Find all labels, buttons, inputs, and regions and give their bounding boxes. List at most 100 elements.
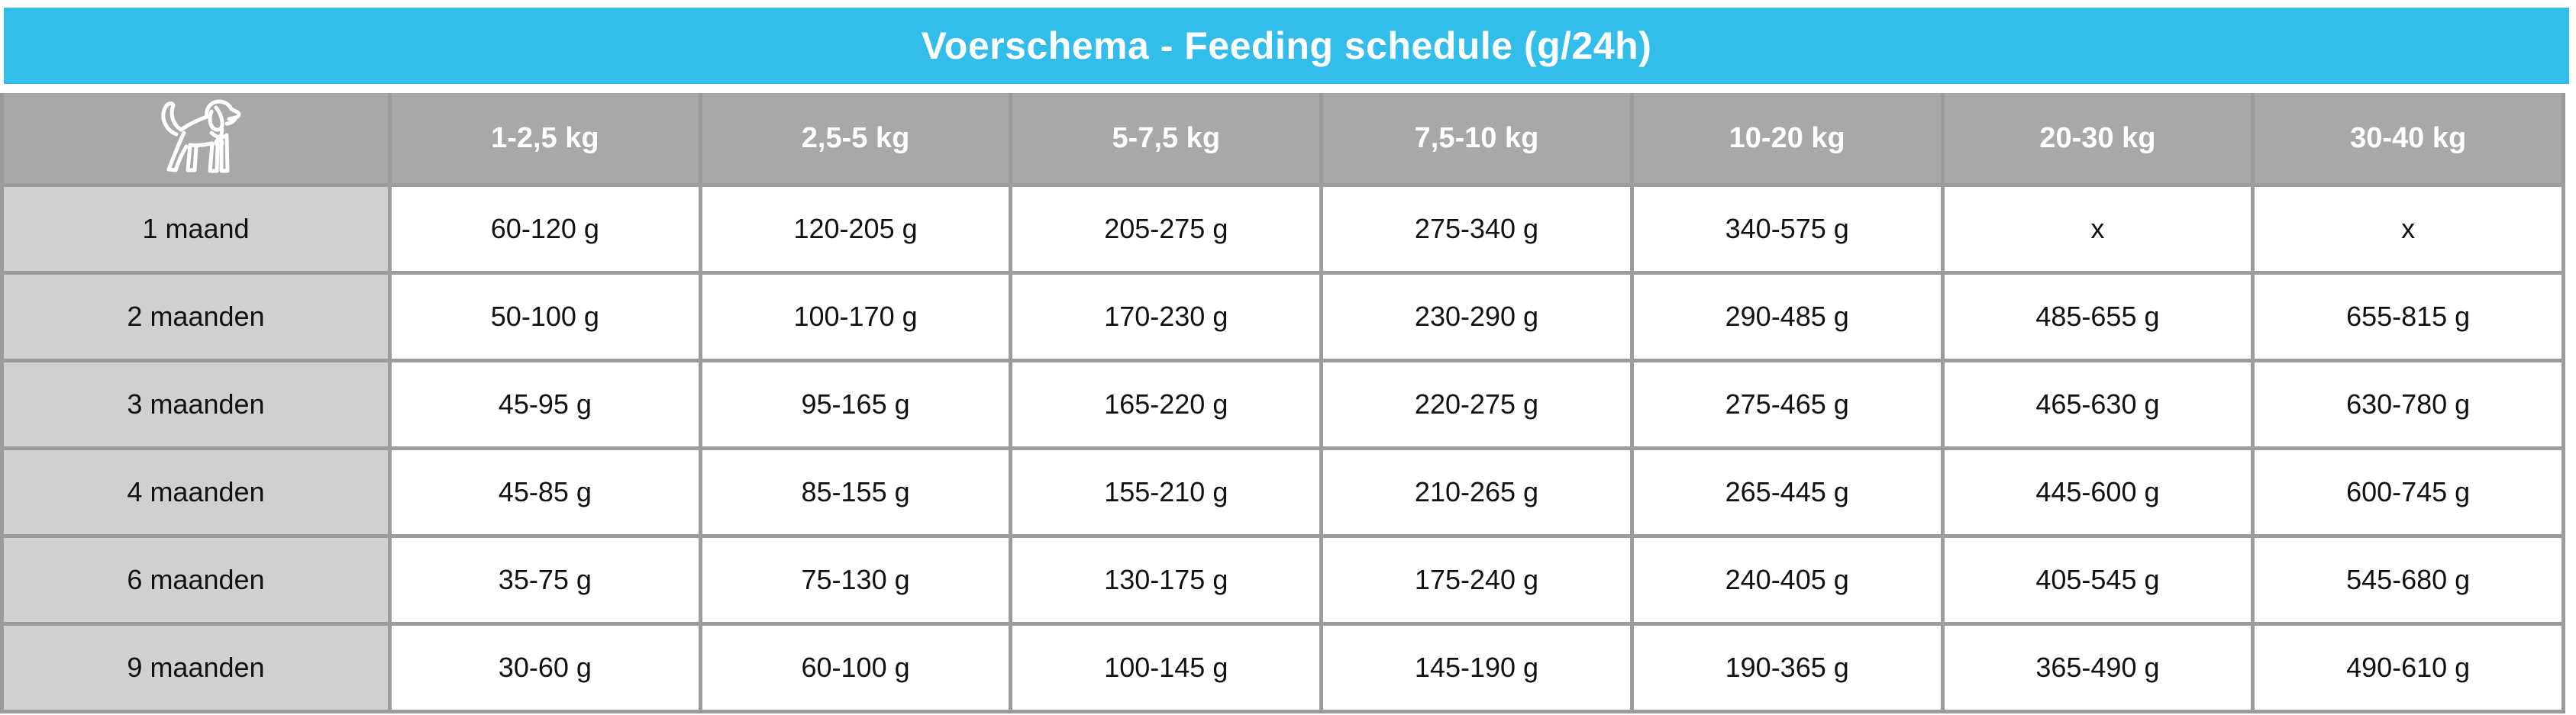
table-cell-r6-c1-text: 30-60 g (498, 652, 592, 683)
table-cell-r6-c4: 145-190 g (1323, 626, 1630, 710)
table-cell-r4-c6-text: 445-600 g (2035, 476, 2160, 507)
table-cell-r5-c2-text: 75-130 g (801, 564, 910, 595)
table-cell-r1-c1-text: 60-120 g (490, 213, 599, 244)
table-cell-r4-c7-text: 600-745 g (2346, 476, 2471, 507)
table-cell-r2-c2: 100-170 g (702, 275, 1009, 359)
table-cell-r6-c5: 190-365 g (1633, 626, 1941, 710)
table-cell-r2-c2-text: 100-170 g (793, 301, 918, 332)
table-cell-r2-c1: 50-100 g (392, 275, 699, 359)
table-cell-r5-c5-text: 240-405 g (1725, 564, 1849, 595)
column-header-1-text: 1-2,5 kg (491, 121, 599, 154)
table-cell-r4-c4: 210-265 g (1323, 450, 1630, 534)
column-header-6: 20-30 kg (1944, 93, 2252, 183)
row-label-3: 3 maanden (4, 362, 388, 446)
table-cell-r5-c6-text: 405-545 g (2035, 564, 2160, 595)
table-cell-r5-c7-text: 545-680 g (2346, 564, 2471, 595)
table-cell-r1-c2-text: 120-205 g (793, 213, 918, 244)
table-cell-r2-c5: 290-485 g (1633, 275, 1941, 359)
table-cell-r5-c1: 35-75 g (392, 538, 699, 622)
table-cell-r6-c2: 60-100 g (702, 626, 1009, 710)
table-cell-r4-c1: 45-85 g (392, 450, 699, 534)
table-cell-r2-c7-text: 655-815 g (2346, 301, 2471, 332)
table-cell-r5-c3-text: 130-175 g (1104, 564, 1228, 595)
table-cell-r3-c3: 165-220 g (1012, 362, 1320, 446)
column-header-5-text: 10-20 kg (1729, 121, 1845, 154)
table-cell-r2-c4-text: 230-290 g (1414, 301, 1539, 332)
row-label-3-text: 3 maanden (127, 388, 265, 420)
row-label-2-text: 2 maanden (127, 301, 265, 332)
column-header-4-text: 7,5-10 kg (1414, 121, 1539, 154)
table-cell-r5-c7: 545-680 g (2255, 538, 2561, 622)
feeding-table: 1-2,5 kg 2,5-5 kg 5-7,5 kg 7,5-10 kg 10-20 k… (0, 93, 2565, 713)
column-header-7: 30-40 kg (2255, 93, 2561, 183)
table-cell-r3-c7-text: 630-780 g (2346, 388, 2471, 420)
table-cell-r3-c2: 95-165 g (702, 362, 1009, 446)
column-header-1: 1-2,5 kg (392, 93, 699, 183)
table-cell-r2-c4: 230-290 g (1323, 275, 1630, 359)
table-cell-r4-c5: 265-445 g (1633, 450, 1941, 534)
table-cell-r1-c2: 120-205 g (702, 187, 1009, 271)
column-header-5: 10-20 kg (1633, 93, 1941, 183)
table-cell-r4-c7: 600-745 g (2255, 450, 2561, 534)
row-label-6-text: 9 maanden (127, 652, 265, 683)
row-label-4: 4 maanden (4, 450, 388, 534)
table-cell-r3-c5: 275-465 g (1633, 362, 1941, 446)
table-cell-r3-c3-text: 165-220 g (1104, 388, 1228, 420)
table-cell-r1-c6: x (1944, 187, 2252, 271)
table-cell-r4-c3-text: 155-210 g (1104, 476, 1228, 507)
table-cell-r3-c5-text: 275-465 g (1725, 388, 1849, 420)
table-cell-r1-c3: 205-275 g (1012, 187, 1320, 271)
column-header-4: 7,5-10 kg (1323, 93, 1630, 183)
table-cell-r4-c4-text: 210-265 g (1414, 476, 1539, 507)
table-cell-r4-c6: 445-600 g (1944, 450, 2252, 534)
table-cell-r5-c6: 405-545 g (1944, 538, 2252, 622)
table-corner-cell (4, 93, 388, 183)
row-label-4-text: 4 maanden (127, 476, 265, 507)
table-cell-r2-c5-text: 290-485 g (1725, 301, 1849, 332)
row-label-1-text: 1 maand (142, 213, 250, 244)
row-label-5: 6 maanden (4, 538, 388, 622)
column-header-2-text: 2,5-5 kg (801, 121, 910, 154)
table-cell-r4-c3: 155-210 g (1012, 450, 1320, 534)
table-cell-r5-c3: 130-175 g (1012, 538, 1320, 622)
table-cell-r2-c6-text: 485-655 g (2035, 301, 2160, 332)
table-cell-r3-c6-text: 465-630 g (2035, 388, 2160, 420)
table-cell-r1-c6-text: x (2090, 213, 2105, 244)
table-cell-r6-c1: 30-60 g (392, 626, 699, 710)
table-cell-r4-c2: 85-155 g (702, 450, 1009, 534)
table-cell-r3-c2-text: 95-165 g (801, 388, 910, 420)
table-cell-r3-c1-text: 45-95 g (498, 388, 592, 420)
table-cell-r1-c3-text: 205-275 g (1104, 213, 1228, 244)
table-cell-r5-c2: 75-130 g (702, 538, 1009, 622)
column-header-6-text: 20-30 kg (2039, 121, 2156, 154)
table-cell-r6-c6-text: 365-490 g (2035, 652, 2160, 683)
feeding-schedule-title-bar: Voerschema - Feeding schedule (g/24h) (4, 8, 2569, 84)
row-label-5-text: 6 maanden (127, 564, 265, 595)
table-cell-r3-c6: 465-630 g (1944, 362, 2252, 446)
table-cell-r6-c4-text: 145-190 g (1414, 652, 1539, 683)
table-cell-r6-c5-text: 190-365 g (1725, 652, 1849, 683)
table-cell-r2-c3-text: 170-230 g (1104, 301, 1228, 332)
column-header-3: 5-7,5 kg (1012, 93, 1320, 183)
table-cell-r1-c4: 275-340 g (1323, 187, 1630, 271)
table-cell-r5-c4-text: 175-240 g (1414, 564, 1539, 595)
table-cell-r2-c6: 485-655 g (1944, 275, 2252, 359)
table-cell-r1-c1: 60-120 g (392, 187, 699, 271)
table-cell-r5-c4: 175-240 g (1323, 538, 1630, 622)
table-cell-r6-c3-text: 100-145 g (1104, 652, 1228, 683)
column-header-7-text: 30-40 kg (2350, 121, 2467, 154)
table-cell-r4-c1-text: 45-85 g (498, 476, 592, 507)
page-title: Voerschema - Feeding schedule (g/24h) (921, 24, 1652, 67)
table-cell-r1-c4-text: 275-340 g (1414, 213, 1539, 244)
row-label-2: 2 maanden (4, 275, 388, 359)
table-cell-r3-c1: 45-95 g (392, 362, 699, 446)
table-cell-r1-c5-text: 340-575 g (1725, 213, 1849, 244)
table-cell-r5-c1-text: 35-75 g (498, 564, 592, 595)
table-cell-r6-c7: 490-610 g (2255, 626, 2561, 710)
table-cell-r2-c3: 170-230 g (1012, 275, 1320, 359)
column-header-2: 2,5-5 kg (702, 93, 1009, 183)
table-cell-r4-c5-text: 265-445 g (1725, 476, 1849, 507)
table-cell-r5-c5: 240-405 g (1633, 538, 1941, 622)
table-cell-r2-c7: 655-815 g (2255, 275, 2561, 359)
dog-icon (160, 99, 240, 173)
